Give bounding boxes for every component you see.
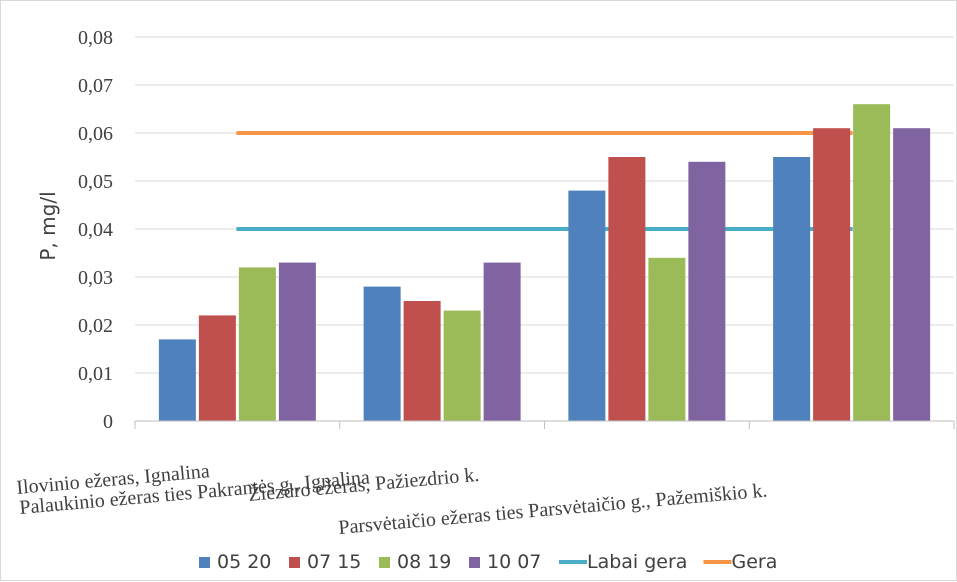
legend-swatch xyxy=(379,557,390,568)
legend-label: 10 07 xyxy=(487,551,541,573)
x-axis xyxy=(134,420,955,429)
y-tick-label: 0,02 xyxy=(78,315,113,337)
y-tick-label: 0,07 xyxy=(78,75,113,97)
bar xyxy=(443,310,481,421)
bar xyxy=(688,161,726,422)
bar xyxy=(363,286,401,421)
legend-label: Labai gera xyxy=(587,551,687,573)
y-tick-label: 0,06 xyxy=(78,123,113,145)
reference-lines xyxy=(236,131,853,231)
legend-label: Gera xyxy=(731,551,777,573)
legend: 05 20 07 15 08 19 10 07 Labai gera Gera xyxy=(199,551,777,573)
y-axis-label: P, mg/l xyxy=(36,191,60,260)
y-tick-labels: 0 0,01 0,02 0,03 0,04 0,05 0,06 0,07 0,08 xyxy=(78,27,113,433)
legend-swatch xyxy=(289,557,300,568)
legend-swatch xyxy=(469,557,480,568)
bar xyxy=(238,267,276,421)
y-tick-label: 0,08 xyxy=(78,27,113,49)
bar xyxy=(853,104,891,421)
bar xyxy=(158,339,196,421)
legend-swatch xyxy=(199,557,210,568)
y-tick-label: 0,03 xyxy=(78,267,113,289)
bar xyxy=(813,128,851,421)
bar xyxy=(773,157,811,421)
bar xyxy=(648,257,686,421)
bar xyxy=(608,157,646,421)
y-tick-label: 0 xyxy=(103,411,113,433)
bar xyxy=(278,262,316,421)
bar xyxy=(403,301,441,421)
y-tick-label: 0,01 xyxy=(78,363,113,385)
bar xyxy=(568,190,606,421)
bar xyxy=(483,262,521,421)
bars xyxy=(158,104,931,422)
y-tick-label: 0,05 xyxy=(78,171,113,193)
y-tick-label: 0,04 xyxy=(78,219,113,241)
bar xyxy=(198,315,236,421)
legend-label: 07 15 xyxy=(307,551,361,573)
legend-label: 08 19 xyxy=(397,551,451,573)
legend-label: 05 20 xyxy=(217,551,271,573)
bar xyxy=(893,128,931,421)
